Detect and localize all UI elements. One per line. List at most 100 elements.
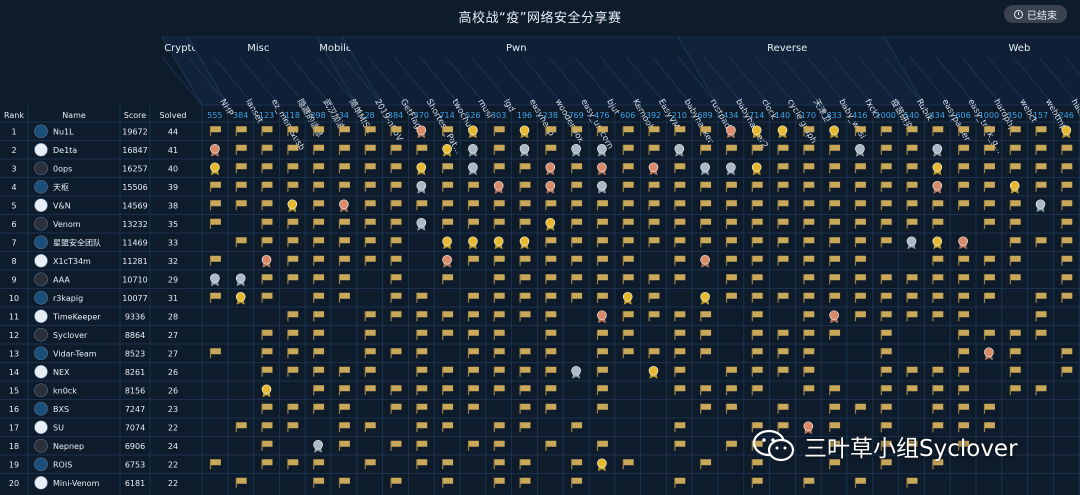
flag-icon <box>984 329 995 336</box>
team-name[interactable]: X1cT34m <box>53 257 91 266</box>
flag-icon <box>701 385 712 392</box>
team-name[interactable]: r3kapig <box>53 294 83 303</box>
flag-icon <box>959 422 970 429</box>
team-name[interactable]: 星盟安全团队 <box>53 237 101 247</box>
flag-icon <box>959 385 970 392</box>
flag-icon <box>572 200 583 207</box>
flag-pole <box>932 459 934 470</box>
gold-medal-icon <box>468 236 478 247</box>
flag-pole <box>751 144 753 155</box>
flag-pole <box>287 329 289 340</box>
flag-icon <box>752 200 763 207</box>
flag-icon <box>1062 348 1073 355</box>
challenge-points: 714 <box>439 111 454 120</box>
flag-pole <box>1061 237 1063 248</box>
flag-pole <box>751 459 753 470</box>
header-divider <box>368 56 409 106</box>
challenge-points: 689 <box>697 111 712 120</box>
team-name[interactable]: Syclover <box>53 331 88 340</box>
team-avatar <box>34 475 48 490</box>
clock-icon <box>1014 9 1023 19</box>
flag-pole <box>390 237 392 248</box>
flag-icon <box>520 292 531 299</box>
flag-icon <box>365 348 376 355</box>
end-status-button[interactable]: 已结束 <box>1004 5 1067 23</box>
flag-pole <box>751 477 753 488</box>
team-name[interactable]: SU <box>53 423 64 432</box>
header-divider <box>1038 56 1080 106</box>
bronze-medal-icon <box>597 162 607 173</box>
flag-icon <box>675 126 686 133</box>
flag-pole <box>932 255 934 266</box>
team-name[interactable]: Vidar-Team <box>53 349 97 358</box>
team-name[interactable]: 0ops <box>53 164 72 173</box>
flag-pole <box>1061 181 1063 192</box>
flag-pole <box>906 144 908 155</box>
flag-icon <box>623 311 634 318</box>
flag-icon <box>804 329 815 336</box>
challenge-points: 434 <box>930 111 945 120</box>
flag-icon <box>804 144 815 151</box>
flag-icon <box>520 255 531 262</box>
top-bar: 高校战“疫”网络安全分享赛 已结束 <box>0 0 1080 32</box>
flag-pole <box>674 422 676 433</box>
flag-icon <box>365 459 376 466</box>
flag-icon <box>649 292 660 299</box>
flag-pole <box>416 292 418 303</box>
flag-icon <box>262 422 273 429</box>
flag-icon <box>881 181 892 188</box>
team-name[interactable]: Venom <box>53 220 81 229</box>
flag-pole <box>519 200 521 211</box>
bronze-medal-icon <box>958 236 968 247</box>
flag-icon <box>262 440 273 447</box>
team-name[interactable]: AAA <box>53 275 70 284</box>
flag-pole <box>700 200 702 211</box>
flag-pole <box>880 366 882 377</box>
team-name[interactable]: De1ta <box>53 146 77 155</box>
flag-icon <box>1062 218 1073 225</box>
team-name[interactable]: kn0ck <box>53 386 77 395</box>
flag-pole <box>1061 255 1063 266</box>
flag-pole <box>803 126 805 137</box>
flag-pole <box>777 292 779 303</box>
team-name[interactable]: Mini-Venom <box>53 479 100 488</box>
flag-pole <box>313 237 315 248</box>
flag-icon <box>339 126 350 133</box>
flag-pole <box>700 403 702 414</box>
flag-pole <box>829 329 831 340</box>
flag-pole <box>803 200 805 211</box>
flag-pole <box>777 255 779 266</box>
flag-pole <box>390 440 392 451</box>
flag-pole <box>700 181 702 192</box>
team-name[interactable]: TimeKeeper <box>52 312 101 321</box>
flag-pole <box>648 181 650 192</box>
team-name[interactable]: V&N <box>53 201 71 210</box>
flag-icon <box>391 163 402 170</box>
flag-icon <box>520 311 531 318</box>
team-name[interactable]: Nu1L <box>53 127 74 136</box>
flag-icon <box>752 255 763 262</box>
gold-medal-icon <box>235 291 246 302</box>
flag-pole <box>648 218 650 229</box>
flag-icon <box>778 181 789 188</box>
flag-pole <box>983 255 986 266</box>
flag-icon <box>210 459 221 466</box>
team-name[interactable]: ROIS <box>53 460 72 469</box>
flag-pole <box>416 440 418 451</box>
flag-icon <box>339 163 350 170</box>
team-name[interactable]: NEX <box>53 368 70 377</box>
flag-pole <box>313 385 315 396</box>
team-solved: 26 <box>168 386 178 395</box>
header-divider <box>548 56 590 106</box>
flag-icon <box>855 311 866 318</box>
flag-icon <box>572 477 583 484</box>
team-name[interactable]: BXS <box>53 405 69 414</box>
flag-pole <box>958 274 960 285</box>
team-name[interactable]: Nepnep <box>53 442 84 451</box>
challenge-points: 526 <box>465 111 480 120</box>
team-name[interactable]: 天枢 <box>53 182 69 192</box>
flag-icon <box>804 218 815 225</box>
gold-medal-icon <box>545 217 556 228</box>
header-divider <box>419 56 461 106</box>
flag-pole <box>261 163 263 174</box>
